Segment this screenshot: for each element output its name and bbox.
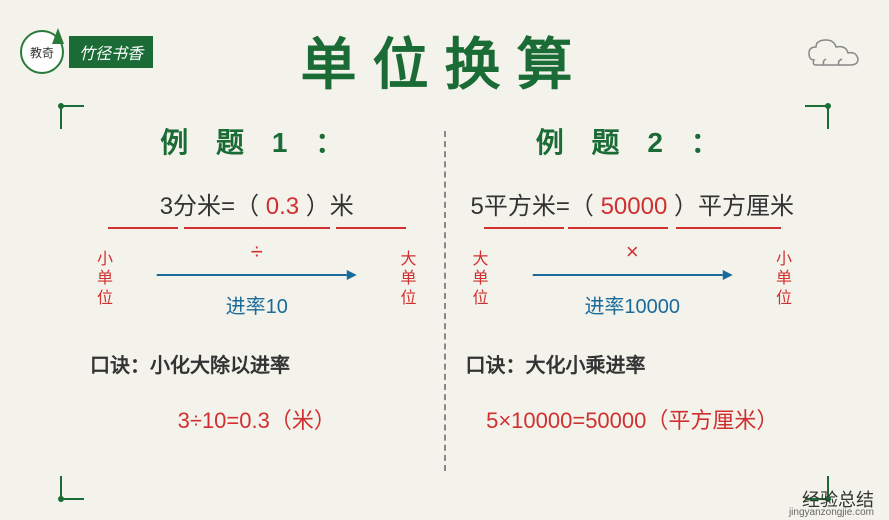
eq1-rate: 进率10 xyxy=(130,290,384,319)
example-2: 例 题 2 ： 5平方米=（ 50000 ）平方厘米 大 单 位 × 进率100… xyxy=(446,121,820,491)
content-area: 例 题 1 ： 3分米=（ 0.3 ）米 小 单 位 ÷ 进率10 xyxy=(0,121,889,491)
eq1-arrow-row: 小 单 位 ÷ 进率10 大 单 位 xyxy=(90,239,424,319)
eq2-arrow-row: 大 单 位 × 进率10000 小 单 位 xyxy=(466,239,800,319)
example-1: 例 题 1 ： 3分米=（ 0.3 ）米 小 单 位 ÷ 进率10 xyxy=(70,121,444,491)
eq2-operator: × xyxy=(506,239,760,265)
eq1-to-unit: 大 单 位 xyxy=(394,250,424,308)
eq1-right: ）米 xyxy=(306,193,354,220)
example-1-equation: 3分米=（ 0.3 ）米 xyxy=(90,186,424,221)
eq1-answer: 0.3 xyxy=(266,193,299,220)
example-2-equation: 5平方米=（ 50000 ）平方厘米 xyxy=(466,186,800,221)
eq1-underline xyxy=(90,227,424,229)
eq1-operator: ÷ xyxy=(130,239,384,265)
eq2-arrow: × 进率10000 xyxy=(506,239,760,319)
eq2-rule: 口诀：大化小乘进率 xyxy=(466,349,800,378)
eq1-left: 3分米=（ xyxy=(160,193,259,220)
watermark-url: jingyanzongjie.com xyxy=(789,507,874,518)
eq2-right: ）平方厘米 xyxy=(674,193,794,220)
eq2-answer: 50000 xyxy=(601,193,668,220)
eq2-to-unit: 小 单 位 xyxy=(769,250,799,308)
eq1-from-unit: 小 单 位 xyxy=(90,250,120,308)
eq2-calc: 5×10000=50000（平方厘米） xyxy=(466,403,800,435)
cloud-icon xyxy=(804,35,864,80)
eq2-left: 5平方米=（ xyxy=(471,193,594,220)
eq1-rule: 口诀：小化大除以进率 xyxy=(90,349,424,378)
logo-circle: 教奇 xyxy=(20,30,64,74)
logo-text: 教奇 xyxy=(30,44,54,61)
brand-tag: 竹径书香 xyxy=(69,36,153,68)
logo-area: 教奇 竹径书香 xyxy=(20,30,153,74)
eq2-rate: 进率10000 xyxy=(506,290,760,319)
eq2-underline xyxy=(466,227,800,229)
eq1-arrow: ÷ 进率10 xyxy=(130,239,384,319)
example-2-heading: 例 题 2 ： xyxy=(466,121,800,161)
eq2-from-unit: 大 单 位 xyxy=(466,250,496,308)
example-1-heading: 例 题 1 ： xyxy=(90,121,424,161)
eq1-calc: 3÷10=0.3（米） xyxy=(90,403,424,435)
